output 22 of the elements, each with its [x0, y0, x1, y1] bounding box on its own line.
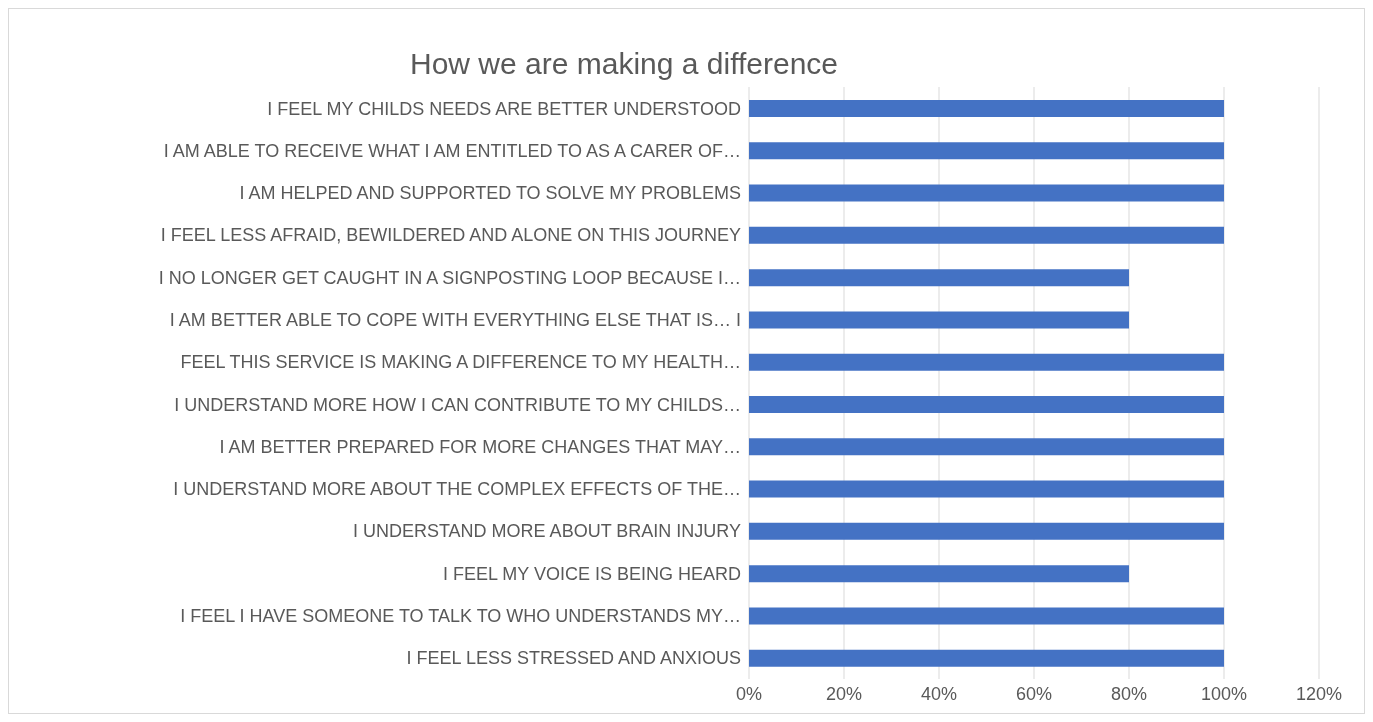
x-tick-label: 60% — [1015, 683, 1053, 704]
y-tick-label: I FEEL LESS AFRAID, BEWILDERED AND ALONE ON THIS JOURNEY — [160, 225, 741, 246]
y-tick-label: I UNDERSTAND MORE ABOUT BRAIN INJURY — [352, 521, 741, 542]
x-tick-label: 40% — [920, 683, 958, 704]
x-tick-label: 80% — [1110, 683, 1148, 704]
y-tick-label: I AM HELPED AND SUPPORTED TO SOLVE MY PROBLEMS — [239, 183, 741, 204]
y-tick-label: I FEEL LESS STRESSED AND ANXIOUS — [406, 648, 741, 669]
y-tick-label: I UNDERSTAND MORE HOW I CAN CONTRIBUTE TO MY CHILDS… — [174, 394, 741, 415]
chart-title: How we are making a difference — [409, 47, 839, 81]
y-tick-label: I UNDERSTAND MORE ABOUT THE COMPLEX EFFECTS OF THE… — [173, 479, 741, 500]
x-tick-label: 0% — [735, 683, 763, 704]
x-tick-label: 20% — [825, 683, 863, 704]
x-tick-label: 120% — [1295, 683, 1343, 704]
y-tick-label: I FEEL MY VOICE IS BEING HEARD — [442, 563, 741, 584]
x-tick-label: 100% — [1200, 683, 1248, 704]
y-tick-label: I FEEL MY CHILDS NEEDS ARE BETTER UNDERSTOOD — [267, 98, 741, 119]
y-tick-label: I AM BETTER ABLE TO COPE WITH EVERYTHING ELSE THAT IS… I — [169, 309, 741, 330]
y-tick-label: I AM BETTER PREPARED FOR MORE CHANGES THAT MAY… — [219, 436, 741, 457]
y-tick-label: FEEL THIS SERVICE IS MAKING A DIFFERENCE TO MY HEALTH… — [180, 352, 741, 373]
y-tick-label: I FEEL I HAVE SOMEONE TO TALK TO WHO UNDERSTANDS MY… — [180, 605, 741, 626]
y-tick-label: I AM ABLE TO RECEIVE WHAT I AM ENTITLED TO AS A CARER OF… — [163, 140, 741, 161]
y-tick-label: I NO LONGER GET CAUGHT IN A SIGNPOSTING LOOP BECAUSE I… — [158, 267, 741, 288]
